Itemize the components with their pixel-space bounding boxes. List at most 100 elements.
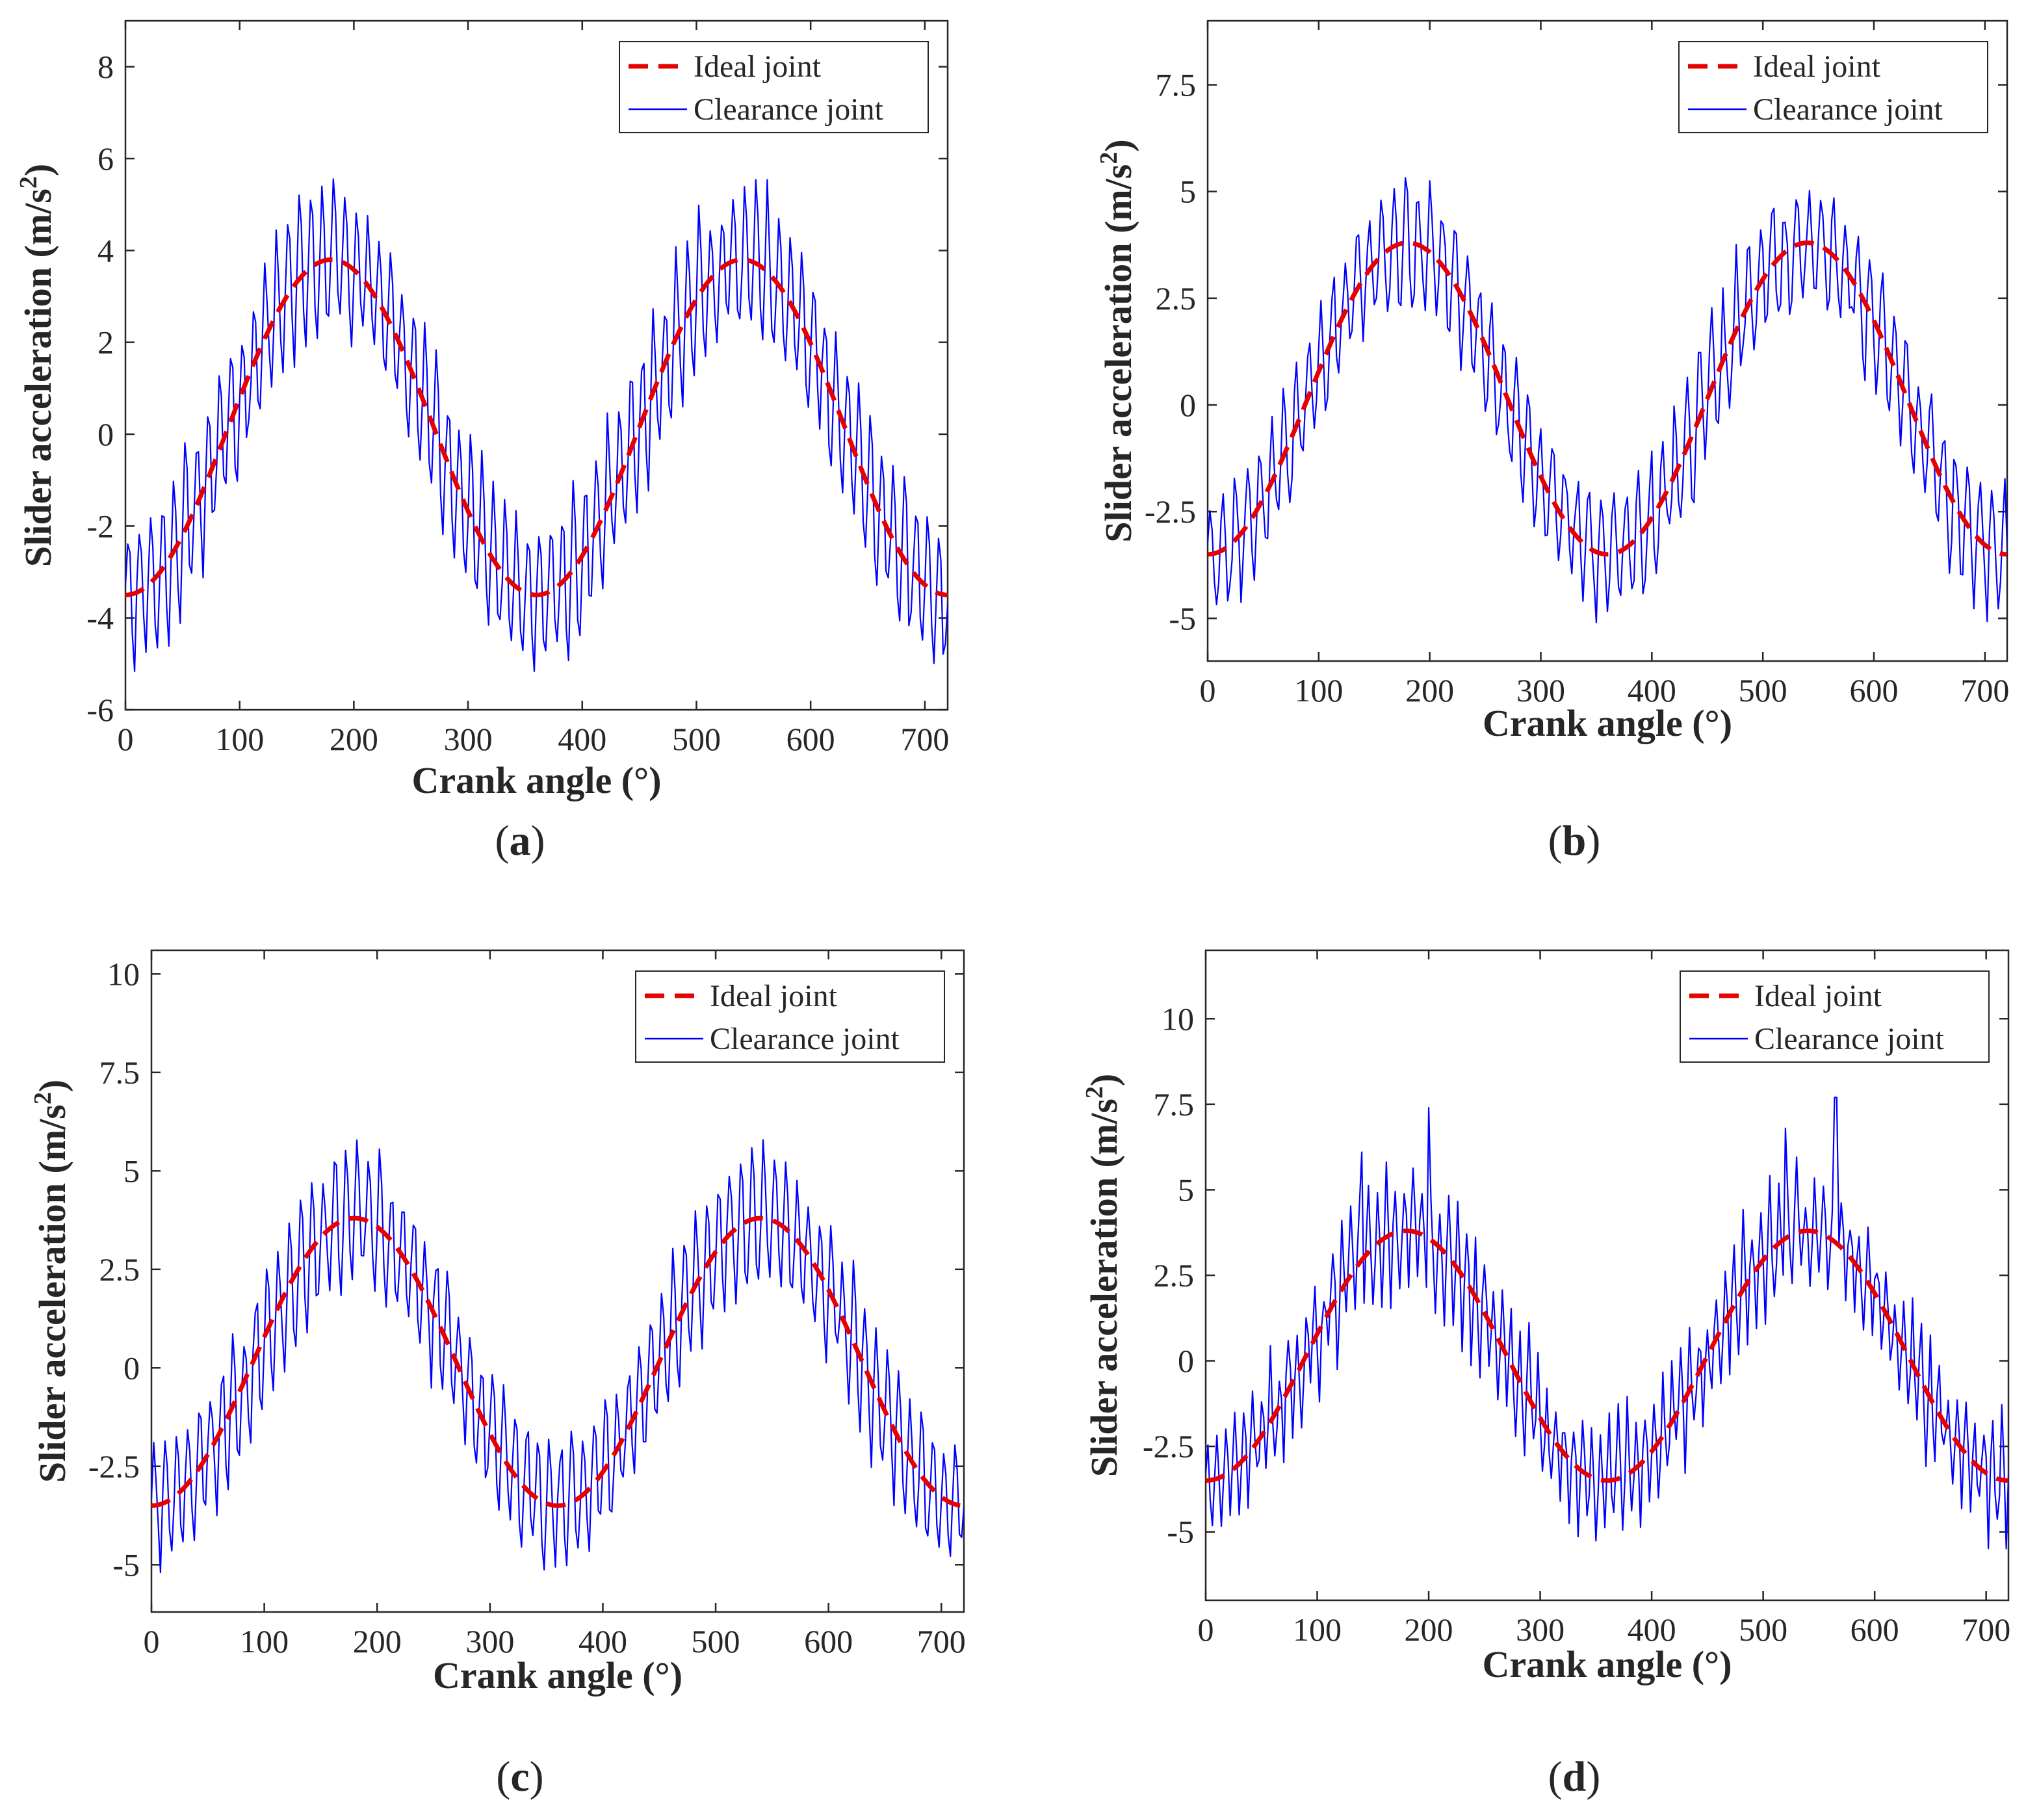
legend-label-ideal-joint: Ideal joint	[1753, 49, 1881, 84]
y-tick-label: 5	[1180, 174, 1196, 210]
x-tick-label: 300	[444, 721, 493, 757]
x-tick-label: 300	[1516, 1611, 1565, 1648]
y-tick-label: 0	[97, 416, 114, 452]
legend-label-clearance-joint: Clearance joint	[1754, 1022, 1945, 1056]
x-tick-label: 600	[1851, 1611, 1899, 1648]
series-clearance-joint-line	[1206, 1097, 2008, 1550]
legend: Ideal joint Clearance joint	[1678, 41, 1988, 133]
y-tick-label: 10	[107, 956, 140, 992]
panel-caption-open: (	[496, 1753, 510, 1800]
chart-panel-c: 0 100 200 300 400 500 600 700 -5 -2.5 0 2.5 5 7.5 10 Id…	[29, 949, 966, 1800]
legend-label-ideal-joint: Ideal joint	[694, 49, 822, 84]
y-tick-label: -2.5	[1143, 1428, 1194, 1464]
x-tick-label: 100	[1293, 1611, 1342, 1648]
x-tick-label: 500	[1739, 1611, 1787, 1648]
legend-label-clearance-joint: Clearance joint	[710, 1022, 900, 1056]
x-tick-label: 100	[1294, 672, 1343, 708]
x-tick-label: 700	[1962, 1611, 2010, 1648]
x-tick-label: 300	[1516, 672, 1565, 708]
panel-caption-open: (	[495, 817, 510, 864]
legend: Ideal joint Clearance joint	[635, 970, 945, 1063]
panel-caption: (d)	[1548, 1753, 1601, 1800]
y-tick-label: 2.5	[1154, 1257, 1195, 1294]
x-tick-label: 200	[353, 1623, 402, 1659]
legend-label-clearance-joint: Clearance joint	[1753, 92, 1943, 127]
y-axis-label: Slider acceleration (m/s2)	[15, 164, 59, 567]
plot-area-frame	[1206, 20, 2008, 662]
series-ideal-joint-line	[125, 257, 948, 597]
x-tick-label: 400	[1628, 1611, 1676, 1648]
plot-area-frame	[150, 949, 965, 1613]
panel-caption-close: )	[1586, 817, 1600, 864]
legend-box	[619, 41, 929, 133]
chart-panel-b: 0 100 200 300 400 500 600 700 -5 -2.5 0 2.5 5 7.5 Idea…	[1095, 20, 2009, 864]
y-tick-label: -5	[112, 1546, 140, 1583]
panel-caption-letter: d	[1563, 1753, 1587, 1800]
legend-label-ideal-joint: Ideal joint	[1754, 979, 1882, 1013]
x-tick-label: 500	[672, 721, 721, 757]
y-axis-label-close: )	[1083, 1074, 1125, 1086]
y-tick-label: -5	[1167, 1514, 1194, 1550]
y-tick-label: 6	[97, 140, 114, 177]
y-axis-label-close: )	[1097, 139, 1139, 151]
panel-caption: (b)	[1548, 817, 1601, 864]
legend-label-clearance-joint: Clearance joint	[694, 92, 884, 127]
y-tick-label: -2	[86, 508, 114, 544]
legend-box	[1678, 41, 1988, 133]
x-tick-label: 500	[1739, 672, 1787, 708]
series-clearance-joint-line	[151, 1139, 964, 1574]
y-tick-label: 2.5	[1156, 280, 1197, 317]
x-tick-label: 700	[917, 1623, 966, 1659]
x-tick-label: 0	[1200, 672, 1216, 708]
y-axis-label-main: Slider acceleration (m/s	[1097, 164, 1139, 543]
series-ideal-joint-line	[1206, 1228, 2008, 1483]
legend-label-ideal-joint: Ideal joint	[710, 979, 838, 1013]
y-tick-label: 5	[1178, 1171, 1194, 1208]
y-axis-label-superscript: 2	[1095, 152, 1123, 164]
x-axis-label: Crank angle (°)	[411, 759, 661, 801]
y-axis-label-superscript: 2	[29, 1092, 57, 1104]
y-axis-label-superscript: 2	[15, 176, 42, 188]
y-axis-label: Slider acceleration (m/s2)	[29, 1080, 73, 1483]
y-axis-label: Slider acceleration (m/s2)	[1081, 1074, 1125, 1477]
y-axis-label: Slider acceleration (m/s2)	[1095, 139, 1139, 542]
x-tick-label: 100	[215, 721, 264, 757]
panel-caption-letter: c	[510, 1753, 529, 1800]
y-tick-label: 0	[123, 1349, 140, 1386]
y-axis-label-close: )	[17, 164, 59, 176]
x-axis-label: Crank angle (°)	[433, 1654, 682, 1696]
series-ideal-joint-line	[1208, 240, 2007, 557]
y-tick-label: -5	[1169, 600, 1196, 636]
legend-box	[1680, 970, 1990, 1063]
x-tick-label: 700	[1960, 672, 2009, 708]
x-axis-label: Crank angle (°)	[1483, 702, 1732, 744]
x-tick-label: 400	[578, 1623, 627, 1659]
x-tick-label: 300	[465, 1623, 514, 1659]
y-tick-label: 2	[97, 324, 114, 361]
legend: Ideal joint Clearance joint	[619, 41, 929, 133]
x-tick-label: 700	[900, 721, 949, 757]
x-tick-label: 600	[786, 721, 835, 757]
series-ideal-joint-line	[151, 1216, 964, 1508]
panel-caption-letter: a	[510, 817, 531, 864]
x-tick-label: 600	[1850, 672, 1899, 708]
x-tick-label: 400	[1628, 672, 1676, 708]
y-tick-label: 5	[123, 1152, 140, 1189]
y-axis-label-main: Slider acceleration (m/s	[17, 188, 59, 567]
y-tick-label: 0	[1180, 387, 1196, 423]
x-axis-label: Crank angle (°)	[1482, 1643, 1732, 1685]
y-axis-label-main: Slider acceleration (m/s	[31, 1104, 73, 1483]
y-tick-label: 0	[1178, 1343, 1194, 1379]
series-clearance-joint-line	[125, 178, 948, 673]
y-tick-label: 10	[1162, 1000, 1194, 1037]
x-tick-label: 100	[240, 1623, 289, 1659]
plot-area-frame	[124, 20, 949, 711]
y-axis-label-close: )	[31, 1080, 73, 1092]
legend-box	[635, 970, 945, 1063]
x-tick-label: 0	[118, 721, 134, 757]
panel-caption-open: (	[1548, 1753, 1563, 1800]
series-clearance-joint-line	[1208, 177, 2007, 623]
y-tick-label: -4	[86, 600, 114, 636]
legend: Ideal joint Clearance joint	[1680, 970, 1990, 1063]
